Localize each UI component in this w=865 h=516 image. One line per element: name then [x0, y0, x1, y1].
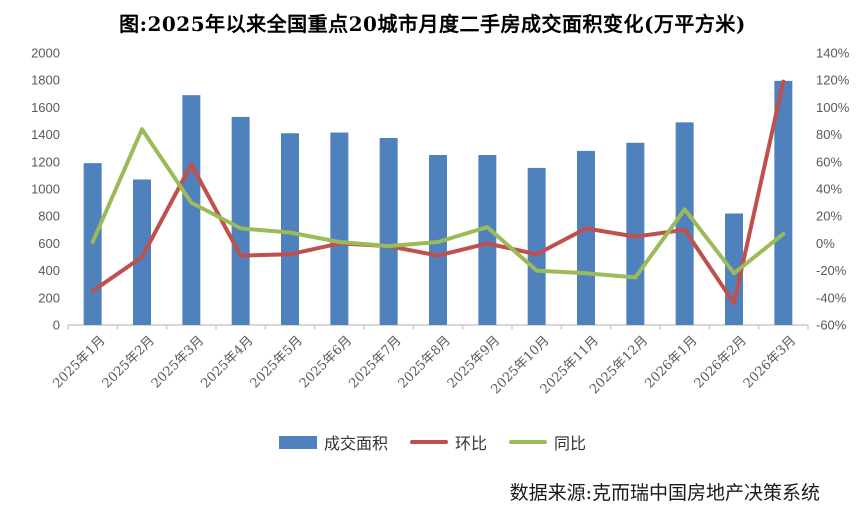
chart-title: 图:2025年以来全国重点20城市月度二手房成交面积变化(万平方米) — [119, 12, 746, 36]
y-axis-left-tick-label: 2000 — [31, 46, 60, 61]
x-axis-tick-label: 2025年6月 — [297, 333, 355, 391]
y-axis-left-tick-label: 1200 — [31, 154, 60, 169]
line-同比 — [90, 127, 786, 280]
y-axis-left-tick-label: 1000 — [31, 182, 60, 197]
y-axis-right-tick-label: 20% — [816, 209, 842, 224]
y-axis-right-tick-label: -20% — [816, 263, 847, 278]
y-axis-right-tick-label: 100% — [816, 100, 850, 115]
x-axis-tick-label: 2026年2月 — [692, 333, 750, 391]
y-axis-right-tick-label: 140% — [816, 46, 850, 61]
y-axis-right-tick-label: 60% — [816, 154, 842, 169]
y-axis-left-tick-label: 600 — [38, 236, 60, 251]
y-axis-right-tick-label: 40% — [816, 182, 842, 197]
bar-2025年12月 — [626, 142, 645, 325]
bar-2025年5月 — [281, 133, 299, 325]
legend-item-label: 同比 — [554, 434, 587, 453]
bar-2025年1月 — [83, 163, 102, 325]
legend-item-label: 成交面积 — [323, 434, 388, 453]
y-axis-right-tick-label: 120% — [816, 73, 850, 88]
legend-item-label: 环比 — [454, 434, 487, 453]
y-axis-left-tick-label: 200 — [38, 290, 60, 305]
x-axis-tick-label: 2025年8月 — [396, 333, 454, 391]
x-axis-tick-label: 2025年3月 — [149, 333, 207, 391]
bar-2025年9月 — [478, 155, 497, 325]
bar-2025年6月 — [330, 132, 349, 325]
y-axis-left-tick-label: 400 — [38, 263, 60, 278]
legend-item-area: 成交面积 — [278, 430, 388, 454]
x-axis-tick-label: 2025年7月 — [346, 333, 404, 391]
data-source: 数据来源:克而瑞中国房地产决策系统 — [509, 482, 820, 504]
x-axis-tick-label: 2025年4月 — [198, 333, 256, 391]
legend-line-swatch-icon — [509, 440, 547, 444]
bar-2026年3月 — [774, 80, 793, 325]
legend-item-mom: 环比 — [409, 430, 487, 454]
y-axis-right-tick-label: 80% — [816, 127, 842, 142]
y-axis-right-tick-label: -60% — [816, 318, 847, 333]
bar-2026年1月 — [675, 122, 694, 325]
y-axis-left-tick-label: 800 — [38, 209, 60, 224]
legend-line-swatch-icon — [409, 440, 448, 444]
x-axis-tick-label: 2025年1月 — [50, 333, 108, 391]
y-axis-left-tick-label: 1800 — [31, 73, 60, 88]
x-axis-tick-label: 2025年5月 — [248, 333, 306, 391]
bar-2025年7月 — [379, 138, 398, 325]
legend-item-yoy: 同比 — [509, 430, 586, 454]
bar-2025年10月 — [527, 167, 546, 325]
y-axis-right-tick-label: -40% — [816, 290, 847, 305]
y-axis-left-tick-label: 1400 — [31, 127, 60, 142]
x-axis-tick-label: 2026年3月 — [741, 333, 799, 391]
x-axis-tick-label: 2025年2月 — [100, 333, 158, 391]
bar-2025年2月 — [133, 179, 151, 325]
bar-2025年4月 — [231, 116, 250, 325]
y-axis-left-tick-label: 1600 — [31, 100, 60, 115]
y-axis-right-tick-label: 0% — [816, 236, 835, 251]
x-axis-tick-label: 2026年1月 — [642, 333, 700, 391]
bar-2025年11月 — [577, 150, 595, 325]
legend-bar-swatch-icon — [278, 435, 317, 449]
y-axis-left-tick-label: 0 — [53, 318, 60, 333]
chart-legend: 成交面积 环比 同比 — [0, 430, 865, 454]
bar-2025年3月 — [182, 95, 201, 325]
